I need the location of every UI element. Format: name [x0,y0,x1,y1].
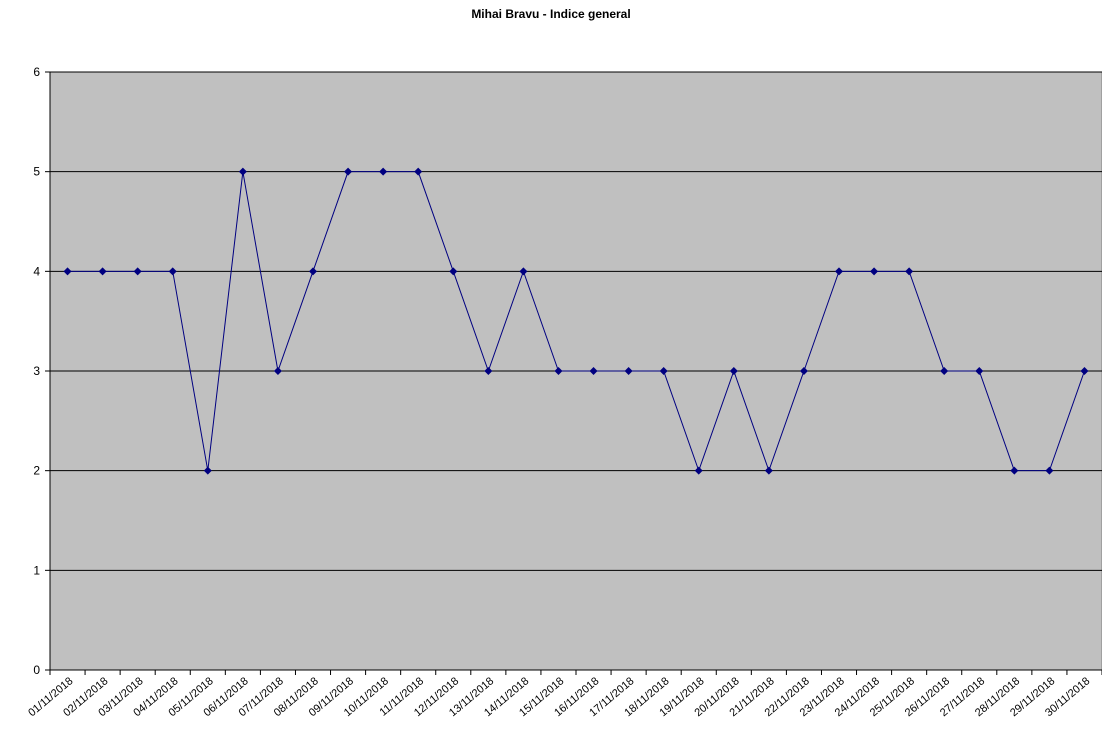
data-point-marker [835,267,843,276]
y-tick-label: 2 [33,464,40,478]
plot-area-group: 012345601/11/201802/11/201803/11/201804/… [26,65,1102,719]
data-point-marker [98,267,107,276]
data-point-marker [133,267,142,276]
data-point-marker [1045,466,1054,475]
data-point-marker [309,267,317,276]
data-point-marker [554,367,563,375]
data-point-marker [344,167,353,176]
y-tick-label: 5 [33,165,40,179]
data-point-marker [659,367,668,375]
y-tick-label: 6 [33,65,40,79]
data-point-marker [238,167,247,176]
data-point-marker [905,267,914,276]
data-point-marker [694,466,703,475]
data-point-marker [870,267,879,276]
y-tick-label: 1 [33,563,40,577]
data-point-marker [624,367,633,375]
data-point-marker [484,367,493,375]
data-point-marker [799,367,808,375]
data-point-marker [764,466,773,475]
data-point-marker [379,167,388,176]
data-point-marker [63,267,72,276]
data-point-marker [589,367,598,375]
data-point-marker [1010,466,1019,475]
data-point-marker [975,367,984,375]
data-point-marker [1080,367,1089,375]
data-point-marker [414,167,423,176]
data-point-marker [729,367,738,375]
series-line [67,171,1085,473]
data-point-marker [519,267,528,276]
data-point-marker [203,466,212,475]
y-tick-label: 3 [33,364,40,378]
y-tick-label: 4 [33,264,40,278]
data-point-marker [168,267,177,276]
chart-title: Mihai Bravu - Indice general [471,7,630,21]
data-point-marker [940,367,949,375]
data-point-marker [449,267,458,276]
data-point-marker [273,367,282,375]
y-tick-label: 0 [33,663,40,677]
